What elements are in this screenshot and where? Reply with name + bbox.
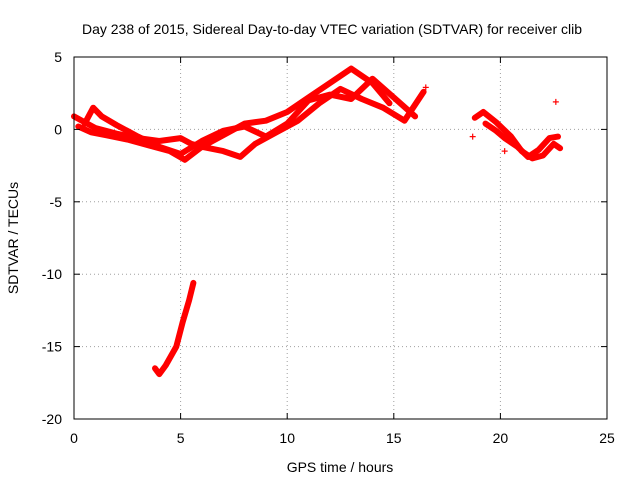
y-tick-label: -5: [50, 194, 63, 210]
y-tick-label: 0: [54, 121, 62, 137]
x-tick-label: 5: [177, 430, 185, 446]
tick-labels: 0 5 10 15 20 25 5 0 -5 -10 -15 -20: [42, 49, 615, 446]
series-track-1: [71, 65, 393, 150]
series-track-5: [471, 109, 564, 162]
data-point: [552, 98, 559, 105]
series-track-3: [81, 75, 419, 157]
series-track-4: [152, 279, 197, 378]
chart-title: Day 238 of 2015, Sidereal Day-to-day VTE…: [82, 21, 582, 37]
x-tick-label: 20: [493, 430, 509, 446]
grid: [73, 56, 608, 420]
y-axis-label: SDTVAR / TECUs: [5, 182, 21, 294]
data-point: [469, 133, 476, 140]
y-tick-label: -15: [42, 339, 62, 355]
data-point: [422, 84, 429, 91]
plot-frame: [73, 56, 608, 420]
y-tick-label: -20: [42, 411, 62, 427]
y-tick-label: 5: [54, 49, 62, 65]
axis-ticks: [73, 56, 608, 420]
y-tick-label: -10: [42, 266, 62, 282]
x-tick-label: 10: [279, 430, 295, 446]
series-layer: [71, 65, 564, 378]
x-tick-label: 15: [386, 430, 402, 446]
data-point: [501, 148, 508, 155]
series-track-2: [75, 85, 427, 163]
series-track-6: [482, 120, 561, 160]
x-tick-label: 25: [599, 430, 615, 446]
x-tick-label: 0: [70, 430, 78, 446]
x-axis-label: GPS time / hours: [287, 459, 394, 475]
